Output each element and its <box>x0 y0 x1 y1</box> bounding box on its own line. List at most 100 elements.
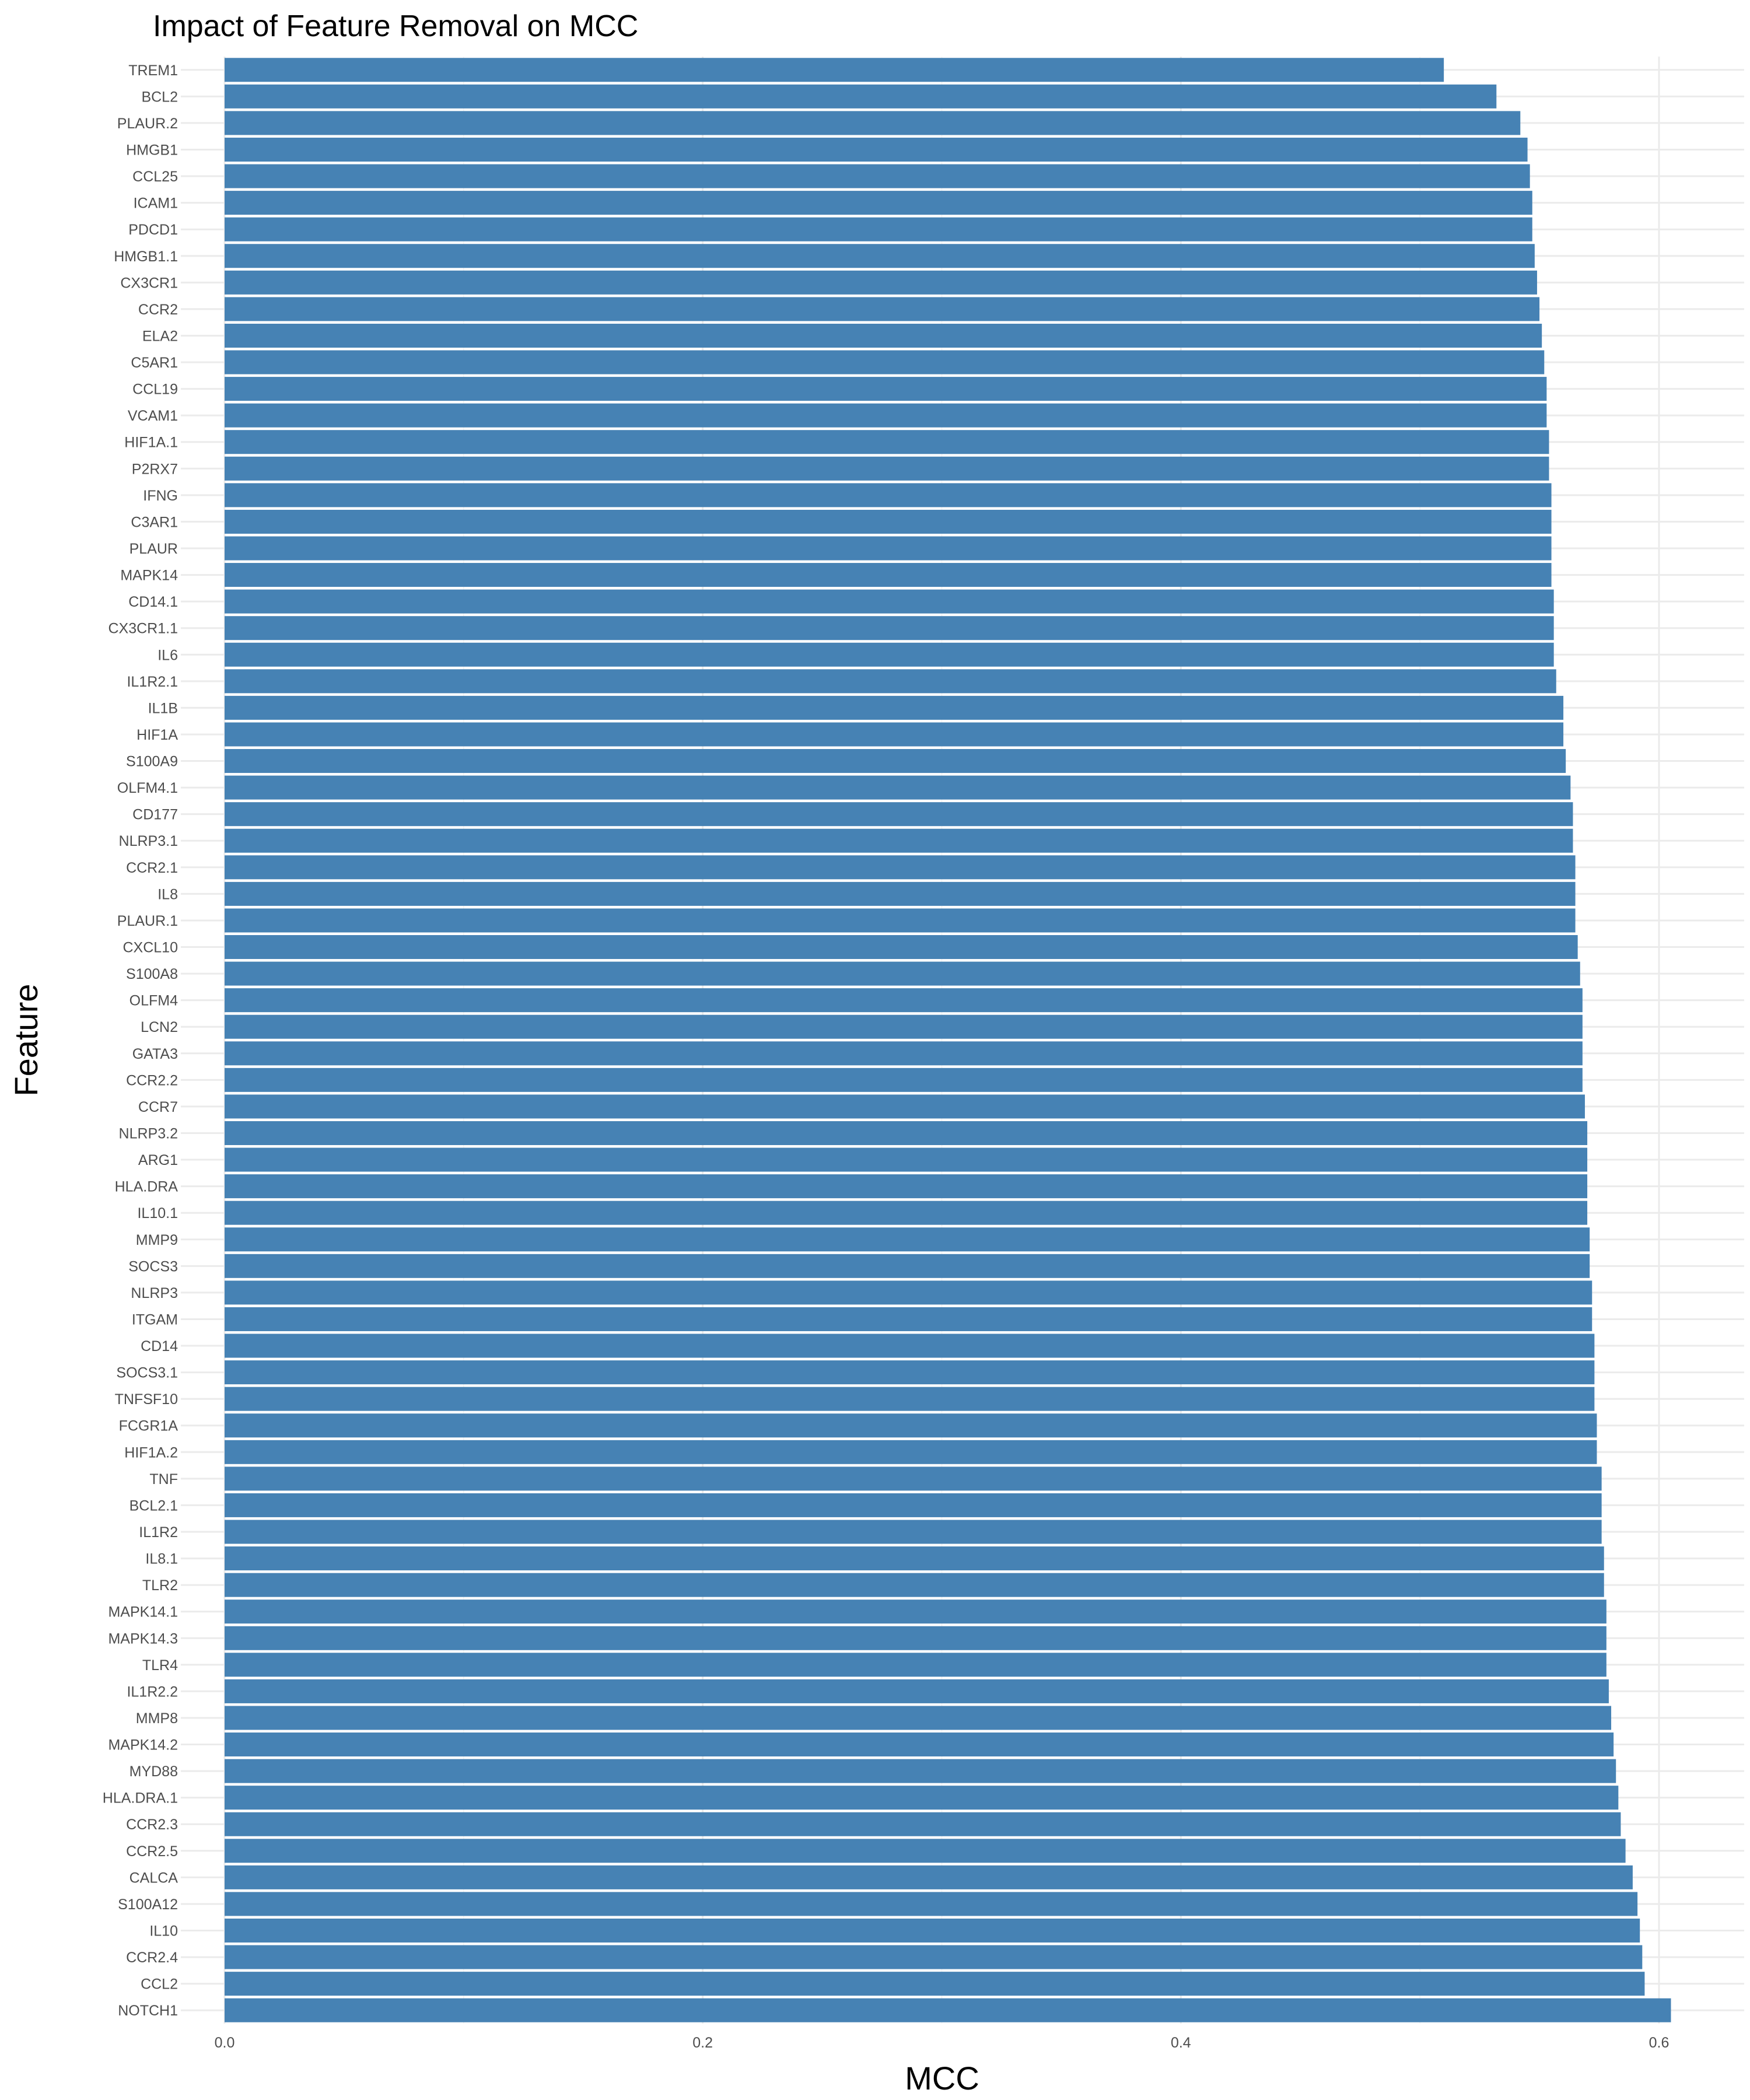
bar-socs3 <box>225 1254 1590 1278</box>
y-tick-label: CCR2.4 <box>126 1950 178 1966</box>
y-tick-label: MMP9 <box>136 1232 178 1248</box>
y-tick-label: CD14 <box>141 1338 178 1354</box>
y-tick-label: CX3CR1.1 <box>108 621 178 637</box>
y-tick-label: IL8.1 <box>145 1551 178 1567</box>
bar-ccl25 <box>225 164 1530 188</box>
y-tick-label: SOCS3.1 <box>116 1365 178 1381</box>
y-tick-label: SOCS3 <box>128 1258 178 1275</box>
bar-mapk14-1 <box>225 1600 1606 1624</box>
y-axis-title: Feature <box>8 984 44 1097</box>
bar-ccr2-4 <box>225 1945 1643 1969</box>
bar-il1r2-1 <box>225 669 1556 694</box>
y-tick-label: MAPK14.2 <box>108 1737 178 1754</box>
bar-hif1a-2 <box>225 1440 1597 1464</box>
y-tick-label: CCR2.2 <box>126 1072 178 1088</box>
bar-nlrp3-2 <box>225 1121 1588 1145</box>
bar-mmp9 <box>225 1227 1590 1252</box>
y-tick-label: MAPK14.3 <box>108 1630 178 1647</box>
bar-plaur <box>225 536 1552 561</box>
bar-il10-1 <box>225 1200 1588 1225</box>
y-tick-label: BCL2 <box>141 89 178 105</box>
bar-il10 <box>225 1919 1640 1943</box>
bar-ccr2-3 <box>225 1812 1621 1836</box>
y-tick-label: TNFSF10 <box>115 1391 178 1408</box>
y-tick-label: LCN2 <box>141 1019 178 1035</box>
y-tick-label: FCGR1A <box>119 1418 178 1434</box>
y-tick-label: C5AR1 <box>131 355 178 371</box>
y-axis-tick-labels: TREM1 BCL2 PLAUR.2 HMGB1 CCL25 ICAM1 PDCD1 HMGB… <box>103 62 178 2019</box>
bar-ccr7 <box>225 1094 1585 1119</box>
bar-nlrp3-1 <box>225 828 1573 853</box>
bar-tlr4 <box>225 1653 1606 1677</box>
y-tick-label: NLRP3.2 <box>119 1125 178 1142</box>
bar-il8 <box>225 881 1576 906</box>
y-tick-label: CALCA <box>130 1870 178 1886</box>
bar-p2rx7 <box>225 456 1549 481</box>
y-tick-label: CXCL10 <box>123 940 178 956</box>
bar-mapk14-2 <box>225 1732 1614 1757</box>
bar-ccl2 <box>225 1972 1645 1996</box>
bar-mapk14-3 <box>225 1626 1606 1650</box>
y-tick-label: C3AR1 <box>131 514 178 530</box>
bar-s100a9 <box>225 749 1566 774</box>
y-tick-label: TLR2 <box>142 1577 178 1594</box>
bar-tnf <box>225 1466 1602 1491</box>
bar-mmp8 <box>225 1706 1612 1730</box>
y-tick-label: S100A8 <box>126 966 178 982</box>
bar-plaur-2 <box>225 111 1521 135</box>
y-tick-label: S100A9 <box>126 754 178 770</box>
bar-ela2 <box>225 323 1542 348</box>
bar-itgam <box>225 1307 1592 1331</box>
bar-lcn2 <box>225 1014 1583 1039</box>
bar-ifng <box>225 483 1552 508</box>
y-tick-label: ICAM1 <box>134 195 178 212</box>
y-tick-label: HLA.DRA <box>115 1179 178 1195</box>
bar-hla-dra <box>225 1174 1588 1199</box>
y-tick-label: ARG1 <box>138 1152 178 1168</box>
y-tick-label: PLAUR.2 <box>117 116 178 132</box>
y-tick-label: HMGB1 <box>126 142 178 158</box>
y-tick-label: S100A12 <box>118 1896 178 1913</box>
bar-ccr2-2 <box>225 1068 1583 1092</box>
bar-vcam1 <box>225 403 1547 428</box>
y-tick-label: OLFM4 <box>130 993 178 1009</box>
y-tick-label: TLR4 <box>142 1657 178 1674</box>
bar-cxcl10 <box>225 935 1578 960</box>
y-tick-label: ITGAM <box>132 1311 178 1328</box>
y-tick-label: CCR2 <box>138 302 178 318</box>
x-tick-label: 0.4 <box>1171 2035 1191 2051</box>
y-tick-label: IL1B <box>148 700 178 716</box>
bar-hla-dra-1 <box>225 1786 1619 1810</box>
bar-myd88 <box>225 1759 1616 1783</box>
y-tick-label: IL10.1 <box>137 1205 178 1222</box>
bar-il8-1 <box>225 1546 1604 1571</box>
y-tick-label: IL10 <box>149 1923 178 1940</box>
y-tick-label: CCL19 <box>132 382 178 398</box>
bar-cx3cr1-1 <box>225 616 1554 640</box>
x-tick-label: 0.2 <box>692 2035 713 2051</box>
y-tick-label: HIF1A <box>136 727 178 743</box>
y-tick-label: HIF1A.1 <box>124 435 178 451</box>
bar-tlr2 <box>225 1573 1604 1597</box>
bar-calca <box>225 1865 1633 1889</box>
bar-gata3 <box>225 1041 1583 1066</box>
x-tick-label: 0.0 <box>215 2035 235 2051</box>
y-tick-label: IFNG <box>143 488 178 504</box>
bar-s100a8 <box>225 961 1580 986</box>
y-tick-label: CCL2 <box>141 1976 178 1993</box>
y-tick-label: CCL25 <box>132 169 178 185</box>
y-tick-label: MAPK14 <box>120 568 178 584</box>
bar-cx3cr1 <box>225 270 1537 295</box>
bar-nlrp3 <box>225 1280 1592 1305</box>
bar-hmgb1 <box>225 137 1528 162</box>
y-tick-label: IL1R2 <box>139 1524 178 1541</box>
bar-ccl19 <box>225 377 1547 401</box>
bar-cd14 <box>225 1334 1595 1358</box>
chart-title: Impact of Feature Removal on MCC <box>153 9 638 43</box>
x-tick-label: 0.6 <box>1649 2035 1670 2051</box>
bar-bcl2 <box>225 84 1497 108</box>
bar-olfm4-1 <box>225 775 1571 800</box>
bar-c3ar1 <box>225 509 1552 534</box>
